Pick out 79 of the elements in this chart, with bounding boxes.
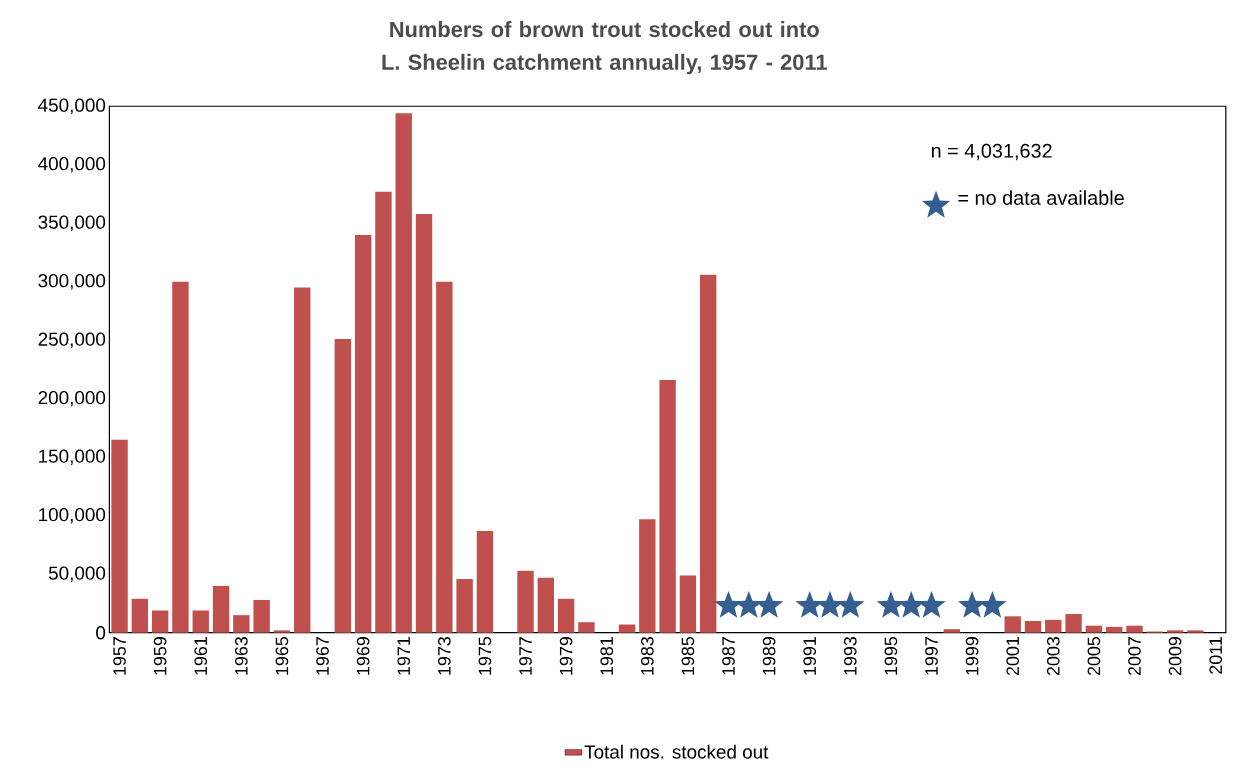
x-tick-label: 1991 (803, 637, 817, 675)
bar (1024, 621, 1042, 633)
bar (1106, 626, 1123, 633)
annotation: n = 4,031,632 (931, 143, 1052, 161)
x-tick-label: 1989 (762, 637, 776, 675)
x-tick-label: 2005 (1087, 637, 1101, 676)
y-tick-label: 100,000 (39, 508, 106, 524)
x-tick-label: 2003 (1046, 637, 1060, 676)
legend-label: Total nos. stocked out (584, 744, 769, 759)
bar (1126, 625, 1143, 633)
bar (375, 191, 392, 633)
bar (334, 339, 352, 633)
bar (517, 570, 534, 633)
bar (476, 531, 494, 633)
bar (1187, 630, 1204, 633)
bar (131, 598, 149, 633)
x-tick-label: 2011 (1209, 637, 1223, 674)
x-tick-label: 1987 (722, 637, 735, 675)
x-tick-label: 1977 (519, 637, 532, 675)
bar (192, 610, 209, 633)
y-tick-label: 250,000 (38, 332, 106, 349)
bar (395, 113, 412, 633)
bar (1085, 625, 1103, 633)
bar (1166, 630, 1184, 633)
y-tick-label: 0 (96, 626, 106, 640)
x-tick-label: 1959 (153, 637, 167, 675)
x-tick-label: 1993 (843, 637, 857, 675)
bar (537, 577, 555, 633)
x-tick-label: 1973 (437, 637, 451, 675)
bar (557, 598, 575, 633)
bar (456, 579, 473, 633)
y-tick-label: 200,000 (38, 391, 106, 407)
bar (618, 624, 636, 633)
bar (659, 380, 676, 633)
bar (578, 622, 595, 633)
x-tick-label: 1983 (640, 637, 654, 675)
x-tick-label: 2001 (1006, 637, 1020, 676)
bar (111, 439, 128, 633)
y-tick-label: 50,000 (48, 566, 106, 583)
bar (294, 287, 311, 633)
bar (639, 519, 656, 633)
bar (273, 630, 291, 633)
y-tick-label: 450,000 (38, 98, 106, 115)
chart-title: Numbers of brown trout stocked out into L. Sheelin catchment annually, 1957 - 2011 (382, 21, 827, 75)
x-tick-label: 1967 (316, 637, 329, 675)
x-tick-label: 1963 (234, 637, 248, 675)
bar (700, 274, 717, 633)
bar (354, 235, 372, 633)
y-tick-label: 300,000 (38, 274, 106, 290)
x-tick-label: 1981 (600, 637, 614, 675)
bar (679, 575, 697, 633)
x-tick-label: 2009 (1168, 637, 1182, 676)
bar (253, 600, 270, 633)
bar (1045, 619, 1062, 633)
x-tick-label: 1969 (356, 637, 370, 675)
y-tick-label: 150,000 (39, 449, 106, 466)
x-tick-label: 1975 (478, 637, 492, 675)
bar (415, 214, 433, 633)
legend-label: = no data available (958, 190, 1124, 206)
bar (233, 615, 250, 633)
x-tick-label: 1965 (275, 637, 289, 675)
x-tick-label: 1979 (559, 637, 573, 675)
x-tick-label: 1985 (681, 637, 695, 675)
bar (172, 281, 189, 633)
x-tick-label: 1995 (884, 637, 898, 675)
x-tick-label: 1971 (397, 637, 411, 675)
bar (151, 610, 169, 633)
y-tick-label: 400,000 (38, 157, 106, 173)
x-tick-label: 1999 (965, 637, 979, 675)
x-tick-label: 1997 (925, 637, 938, 675)
bar (943, 629, 960, 633)
bar (1065, 614, 1082, 633)
bar (1004, 616, 1021, 633)
bar (212, 586, 230, 633)
x-tick-label: 1961 (194, 637, 208, 675)
x-tick-label: 1957 (113, 637, 126, 675)
y-tick-label: 350,000 (38, 215, 106, 232)
x-tick-label: 2007 (1128, 637, 1141, 676)
bar (436, 281, 453, 633)
